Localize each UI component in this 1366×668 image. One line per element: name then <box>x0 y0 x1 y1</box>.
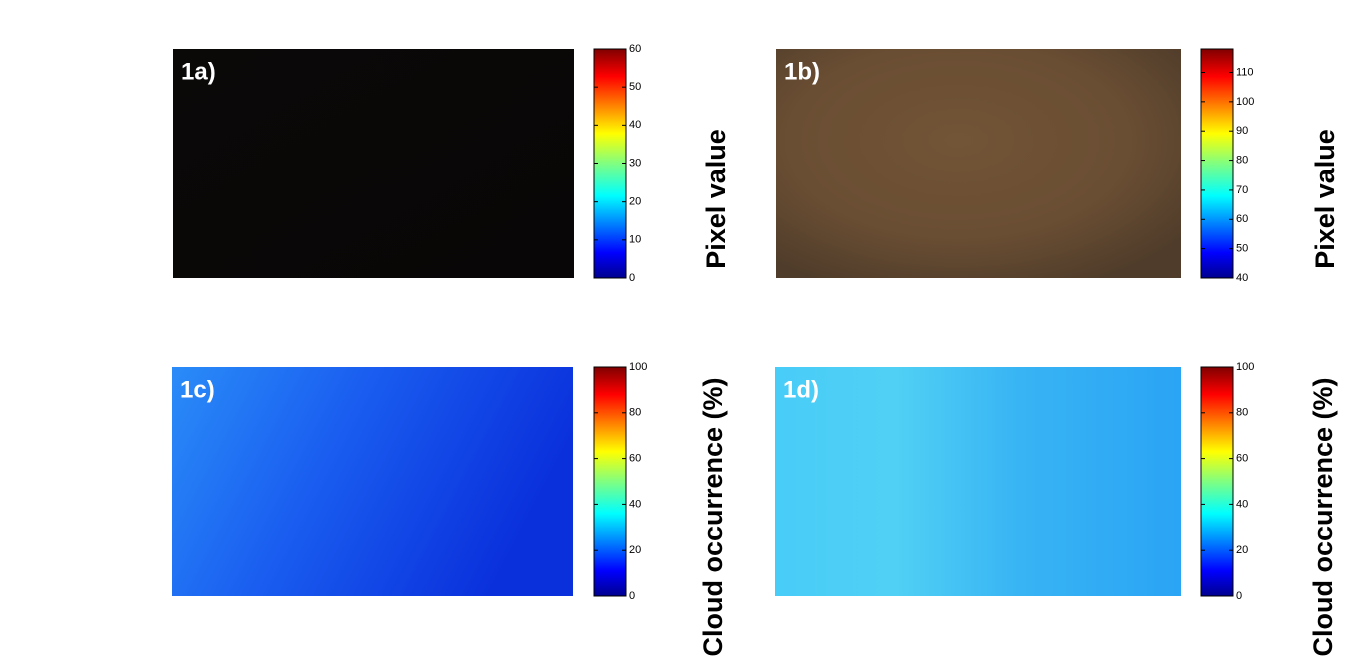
image <box>775 367 1181 596</box>
colorbar-label: Pixel value <box>701 129 731 269</box>
colorbar-tick-label: 60 <box>629 43 641 55</box>
colorbar <box>1200 48 1234 279</box>
colorbar <box>593 48 627 279</box>
colorbar-tick-label: 80 <box>1236 154 1248 166</box>
colorbar-tick-label: 40 <box>629 119 641 131</box>
colorbar-tick-label: 60 <box>629 453 641 465</box>
colorbar-tick-label: 80 <box>1236 407 1248 419</box>
colorbar-tick-label: 40 <box>1236 498 1248 510</box>
panel-label: 1a) <box>181 58 216 85</box>
colorbar-tick-label: 50 <box>1236 243 1248 255</box>
colorbar-tick-label: 20 <box>1236 544 1248 556</box>
colorbar-tick-label: 60 <box>1236 453 1248 465</box>
image <box>776 49 1181 278</box>
colorbar-tick-label: 100 <box>1236 361 1254 373</box>
colorbar-tick-label: 90 <box>1236 125 1248 137</box>
colorbar-tick-label: 20 <box>629 196 641 208</box>
colorbar-tick-label: 100 <box>629 361 647 373</box>
colorbar-tick-label: 40 <box>629 498 641 510</box>
colorbar-label: Pixel value <box>1310 129 1340 269</box>
colorbar-label: Cloud occurrence (%) <box>698 377 728 656</box>
panel-label: 1d) <box>783 376 819 403</box>
image <box>172 367 573 596</box>
colorbar-tick-label: 0 <box>629 590 635 602</box>
colorbar-tick-label: 50 <box>629 81 641 93</box>
colorbar-tick-label: 40 <box>1236 272 1248 284</box>
colorbar-tick-label: 0 <box>1236 590 1242 602</box>
image <box>173 49 574 278</box>
panel-label: 1b) <box>784 58 820 85</box>
colorbar-label: Cloud occurrence (%) <box>1308 377 1338 656</box>
colorbar <box>1200 366 1234 597</box>
colorbar-tick-label: 70 <box>1236 184 1248 196</box>
colorbar-tick-label: 80 <box>629 407 641 419</box>
colorbar-tick-label: 10 <box>629 234 641 246</box>
colorbar-tick-label: 30 <box>629 157 641 169</box>
colorbar-tick-label: 60 <box>1236 213 1248 225</box>
colorbar <box>593 366 627 597</box>
colorbar-tick-label: 100 <box>1236 96 1254 108</box>
panel-label: 1c) <box>180 376 215 403</box>
colorbar-tick-label: 20 <box>629 544 641 556</box>
colorbar-tick-label: 0 <box>629 272 635 284</box>
colorbar-tick-label: 110 <box>1236 66 1254 78</box>
